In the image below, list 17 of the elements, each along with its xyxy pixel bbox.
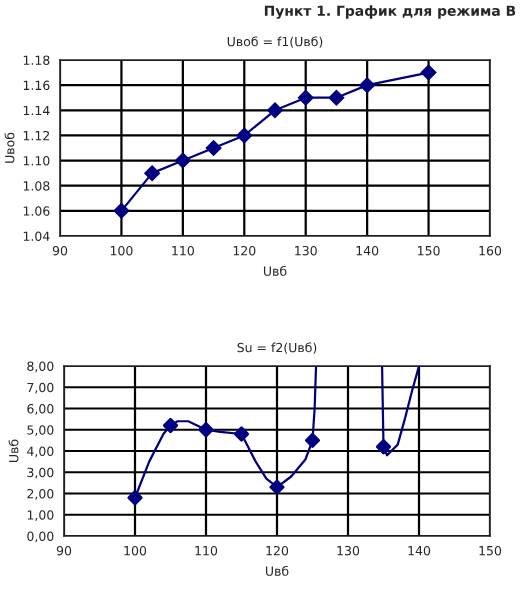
point <box>269 479 285 495</box>
point <box>267 102 283 118</box>
point <box>359 77 375 93</box>
point <box>175 152 191 169</box>
point <box>127 490 143 506</box>
point <box>144 165 160 181</box>
point <box>298 90 314 106</box>
point <box>233 426 250 442</box>
point <box>328 90 345 106</box>
point <box>375 439 392 455</box>
point <box>205 140 222 156</box>
point <box>162 417 179 434</box>
point <box>420 64 437 81</box>
point <box>236 127 252 144</box>
point <box>304 432 321 448</box>
point <box>198 422 214 438</box>
point <box>113 203 130 219</box>
